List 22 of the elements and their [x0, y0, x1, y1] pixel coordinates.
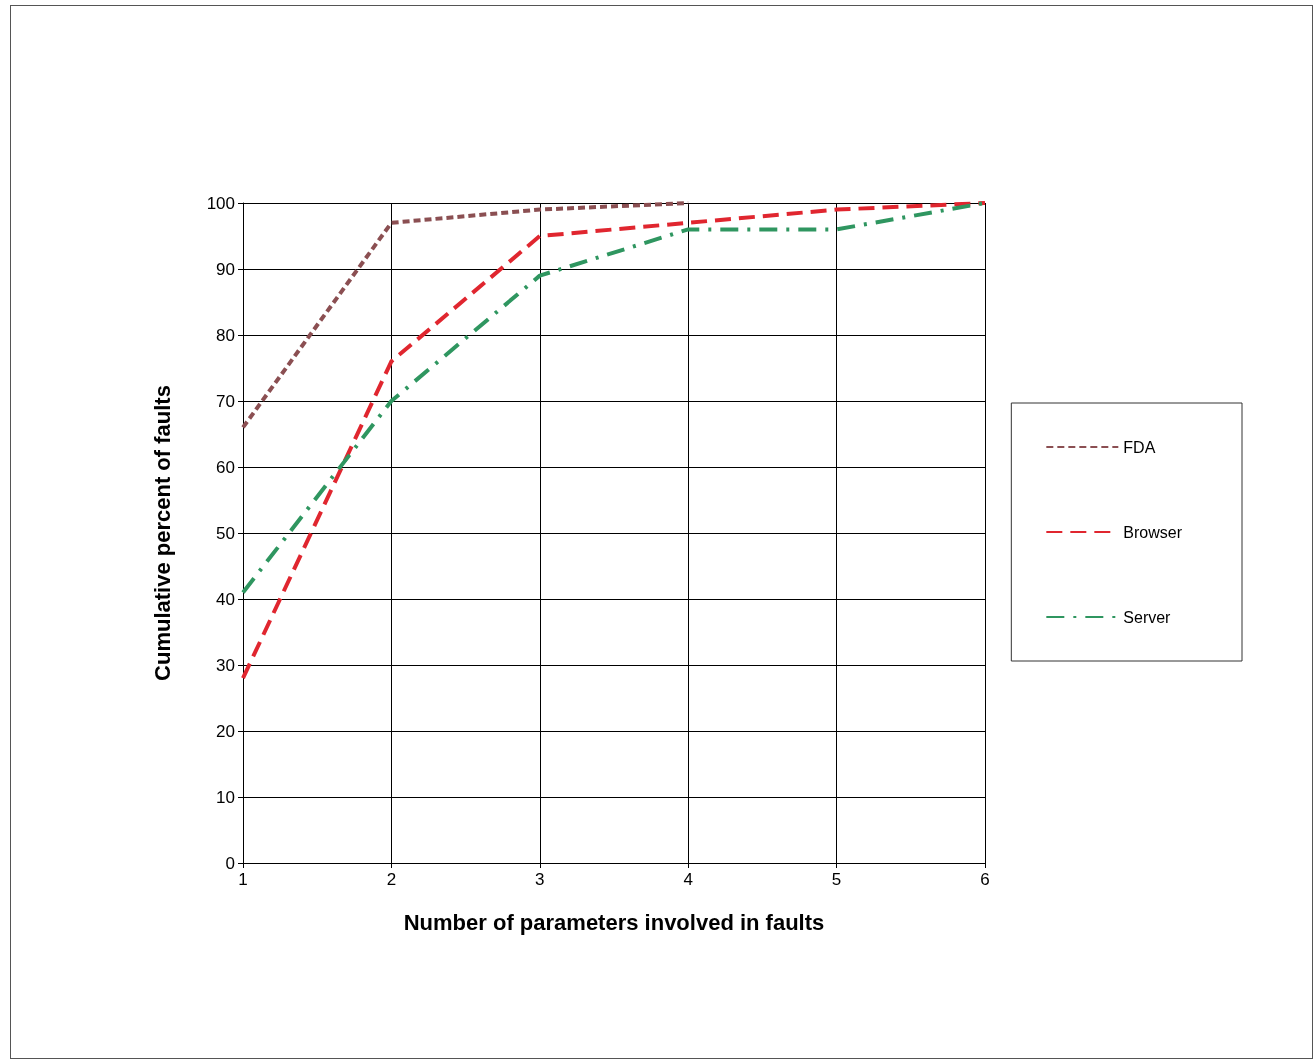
x-tick-label: 6 [980, 870, 990, 889]
y-axis-title: Cumulative percent of faults [149, 385, 175, 681]
legend-label: Browser [1123, 523, 1183, 541]
y-tick-label: 20 [216, 721, 235, 741]
x-tick-label: 2 [386, 870, 397, 889]
y-tick-label: 50 [216, 523, 235, 543]
y-tick-label: 70 [216, 391, 235, 411]
x-tick-label: 5 [831, 870, 842, 889]
legend-label: Server [1123, 608, 1172, 626]
x-axis-title: Number of parameters involved in faults [403, 909, 825, 935]
x-tick-label: 1 [238, 870, 248, 889]
y-tick-label: 10 [216, 787, 235, 807]
y-tick-label: 90 [216, 259, 235, 279]
legend-label: FDA [1123, 438, 1156, 456]
y-tick-label: 80 [216, 325, 235, 345]
y-tick-label: 40 [216, 589, 235, 609]
y-tick-label: 100 [206, 193, 235, 213]
x-tick-label: 3 [535, 870, 545, 889]
y-tick-label: 30 [216, 655, 235, 675]
y-tick-label: 60 [216, 457, 235, 477]
y-tick-label: 0 [225, 853, 235, 873]
x-tick-label: 4 [683, 870, 693, 889]
